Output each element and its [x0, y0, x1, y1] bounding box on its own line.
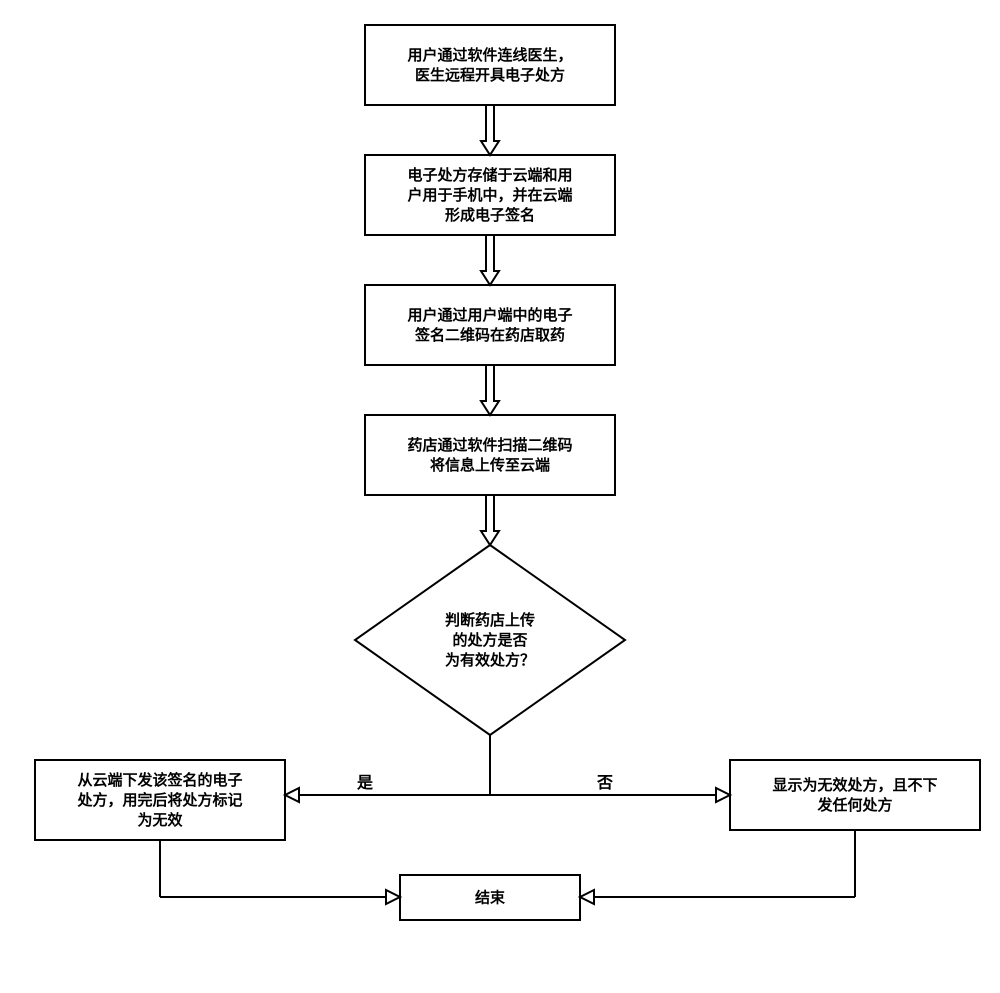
- node-text: 显示为无效处方，且不下: [772, 776, 937, 794]
- flowchart: 用户通过软件连线医生， 医生远程开具电子处方电子处方存储于云端和用户用于手机中，并…: [0, 0, 1000, 993]
- block-arrow-down: [481, 365, 499, 415]
- node-text: 为无效: [137, 811, 183, 829]
- node-text: 户用于手机中，并在云端: [407, 186, 572, 204]
- arrow-head: [716, 788, 730, 802]
- node-text: 结束: [475, 889, 506, 907]
- node-text: 处方，用完后将处方标记: [76, 791, 242, 809]
- node-text: 用户通过用户端中的电子: [407, 306, 572, 324]
- arrow-head: [386, 890, 400, 904]
- node-text: 形成电子签名: [445, 206, 535, 224]
- node-text: 电子处方存储于云端和用: [407, 166, 572, 184]
- node-text: 从云端下发该签名的电子: [77, 771, 242, 789]
- node-text: 为有效处方？: [445, 651, 535, 669]
- node-text: 判断药店上传: [445, 611, 535, 629]
- flow-node-n1: [365, 25, 615, 105]
- node-text: 签名二维码在药店取药: [414, 326, 565, 344]
- node-text: 将信息上传至云端: [430, 456, 550, 474]
- node-text: 发任何处方: [816, 796, 892, 814]
- node-text: 用户通过软件连线医生，: [407, 46, 572, 64]
- arrow-head: [580, 890, 594, 904]
- flow-node-n6: [730, 760, 980, 830]
- node-text: 医生远程开具电子处方: [415, 66, 565, 84]
- arrow-head: [285, 788, 299, 802]
- flow-node-n4: [365, 415, 615, 495]
- node-text: 药店通过软件扫描二维码: [407, 436, 572, 454]
- flow-node-n3: [365, 285, 615, 365]
- branch-label-yes: 是: [356, 774, 373, 792]
- node-text: 的处方是否: [452, 631, 527, 649]
- block-arrow-down: [481, 235, 499, 285]
- block-arrow-down: [481, 105, 499, 155]
- branch-label-no: 否: [596, 774, 613, 792]
- block-arrow-down: [481, 495, 499, 545]
